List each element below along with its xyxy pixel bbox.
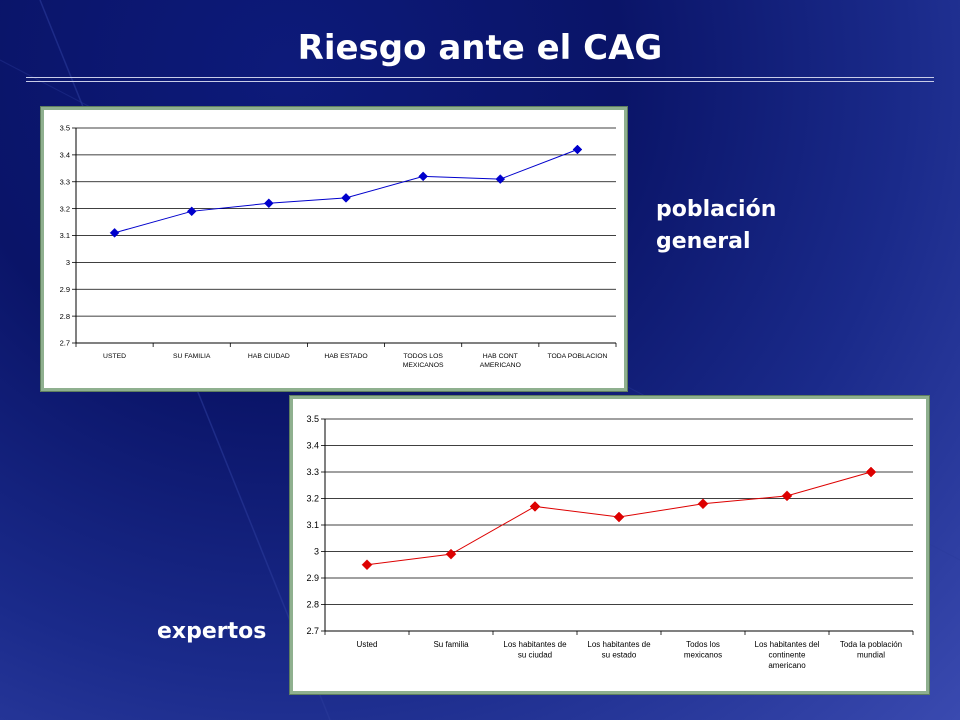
y-tick-label: 3.1 [306, 520, 319, 530]
x-tick-label: TODOS LOS MEXICANOS [403, 353, 444, 369]
data-point [495, 174, 506, 184]
data-point [781, 490, 793, 502]
data-point [341, 193, 351, 203]
data-point [445, 548, 457, 560]
data-point [697, 498, 709, 510]
data-point [529, 501, 541, 512]
x-tick-label: Usted [357, 640, 378, 649]
chart-poblacion-general: 2.7 2.8 2.9 3 3.1 3.2 3.3 3.4 3.5 USTED SU FAMILIA… [41, 107, 627, 391]
data-point [418, 171, 428, 182]
label-expertos: expertos [157, 619, 267, 644]
data-point [109, 227, 120, 238]
data-point [264, 198, 274, 209]
data-point [613, 511, 625, 523]
y-tick-label: 2.8 [60, 312, 70, 321]
y-tick-label: 3 [314, 547, 319, 557]
y-tick-label: 2.7 [60, 339, 70, 348]
x-tick-label: TODA POBLACION [547, 353, 607, 360]
y-tick-label: 3.5 [60, 124, 70, 133]
data-point [865, 466, 877, 478]
y-tick-label: 2.9 [60, 285, 70, 294]
y-tick-label: 3.2 [306, 494, 319, 504]
label-poblacion-general: población general [656, 197, 777, 254]
x-tick-label: Todos los mexicanos [684, 640, 722, 659]
data-point [361, 559, 373, 571]
y-tick-label: 3.2 [60, 204, 70, 213]
y-tick-label: 3 [66, 258, 70, 267]
y-tick-label: 3.3 [306, 467, 319, 477]
data-point [572, 144, 583, 155]
chart-poblacion-general-svg: 2.7 2.8 2.9 3 3.1 3.2 3.3 3.4 3.5 USTED SU FAMILIA… [60, 124, 617, 369]
x-tick-label: HAB CONT AMERICANO [480, 353, 521, 369]
x-tick-label: Toda la población mundial [840, 640, 902, 659]
data-point [186, 206, 197, 217]
y-tick-label: 3.3 [60, 177, 70, 186]
x-tick-label: Su familia [433, 640, 469, 649]
y-tick-label: 3.4 [306, 441, 319, 451]
x-tick-label: HAB CIUDAD [248, 353, 290, 360]
x-tick-label: Los habitantes de su estado [587, 640, 651, 659]
y-tick-label: 2.9 [306, 573, 319, 583]
chart-expertos: 2.7 2.8 2.9 3 3.1 3.2 3.3 3.4 3.5 Usted Su familia… [290, 396, 929, 694]
x-tick-label: SU FAMILIA [173, 353, 211, 360]
x-tick-label: HAB ESTADO [324, 353, 367, 360]
title-divider [26, 77, 934, 82]
x-tick-label: Los habitantes del continente americano [755, 640, 820, 670]
slide-title: Riesgo ante el CAG [297, 28, 663, 68]
y-tick-label: 2.7 [306, 626, 319, 636]
y-tick-label: 3.5 [306, 414, 319, 424]
series-line [114, 149, 578, 234]
y-tick-label: 3.4 [60, 151, 70, 160]
x-tick-label: USTED [103, 353, 126, 360]
y-tick-label: 3.1 [60, 231, 70, 240]
chart-expertos-svg: 2.7 2.8 2.9 3 3.1 3.2 3.3 3.4 3.5 Usted Su familia… [306, 414, 914, 670]
x-tick-label: Los habitantes de su ciudad [503, 640, 567, 659]
y-tick-label: 2.8 [306, 600, 319, 610]
